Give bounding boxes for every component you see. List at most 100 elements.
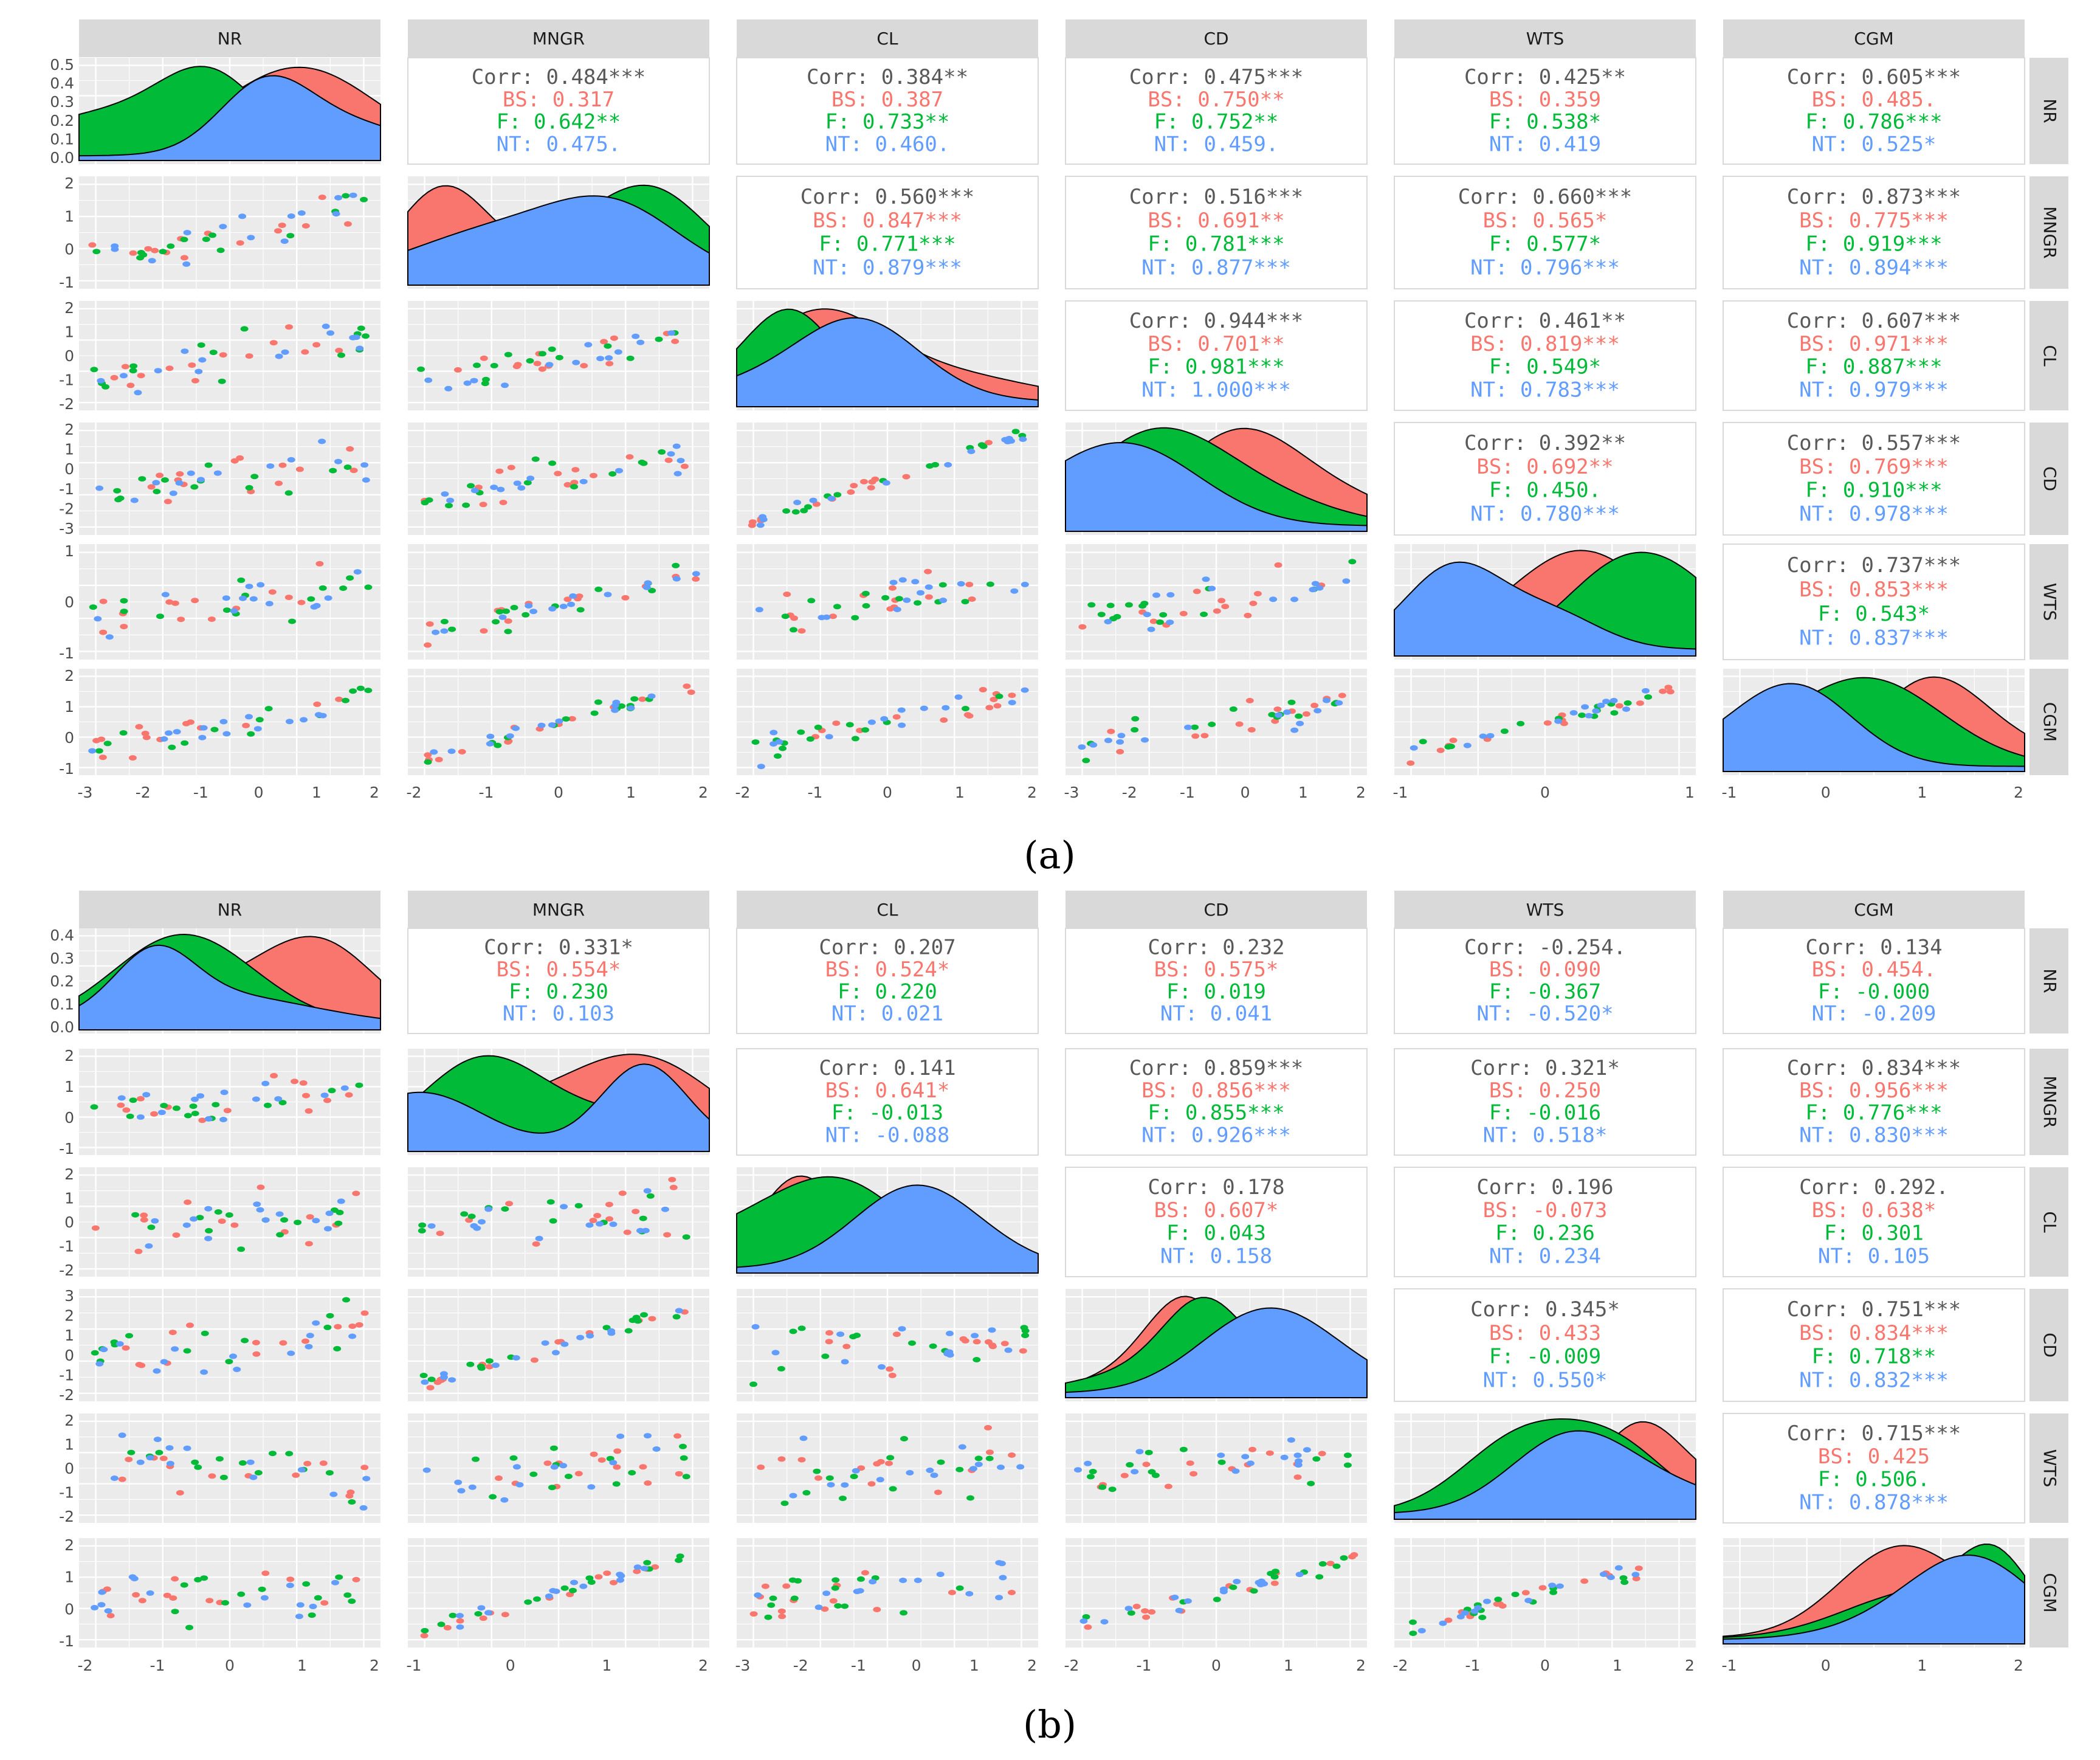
point-f-cd-nr [225, 1359, 233, 1365]
point-nt-cl-nr [275, 353, 283, 359]
point-f-wts-cd [1087, 602, 1096, 608]
x-tick-label: 1 [1917, 784, 1927, 801]
point-bs-cd-mngr [648, 1316, 656, 1322]
point-bs-cd-cl [1019, 1348, 1027, 1354]
point-bs-cd-nr [252, 1351, 261, 1357]
point-f-cgm-cl [767, 1602, 776, 1608]
density-nt-wts [1394, 1430, 1696, 1520]
corr-nt-text: NT: 0.894*** [1799, 256, 1949, 280]
point-bs-wts-cl [885, 1460, 893, 1466]
point-f-cgm-cd [1340, 1555, 1348, 1561]
point-nt-wts-mngr [559, 604, 568, 609]
point-f-cl-mngr [682, 1234, 690, 1240]
point-bs-cgm-wts [1444, 1617, 1453, 1623]
point-nt-cgm-cl [775, 739, 783, 745]
point-nt-cgm-cd [1335, 700, 1343, 706]
point-nt-mngr-nr [142, 1092, 151, 1098]
corr-bs-text: BS: 0.554* [497, 958, 621, 982]
corr-corr-text: Corr: 0.475*** [1129, 65, 1304, 89]
point-f-cgm-wts [1516, 720, 1525, 726]
corr-panel-bg [1065, 1167, 1368, 1277]
point-nt-cl-mngr [535, 1235, 543, 1241]
point-f-cgm-nr [349, 688, 357, 694]
panel-wts-nr [79, 1413, 380, 1523]
x-tick-label: 1 [1613, 1657, 1622, 1674]
point-f-cgm-nr [185, 1624, 193, 1631]
panel-cl-cd: Corr: 0.944***BS: 0.701**F: 0.981***NT: … [1065, 300, 1368, 411]
point-f-cgm-cl [806, 736, 814, 742]
corr-f-text: F: 0.506. [1818, 1468, 1930, 1492]
point-f-wts-mngr [509, 1455, 518, 1461]
point-nt-cl-mngr [560, 1204, 568, 1210]
point-bs-wts-cl [888, 585, 897, 591]
point-f-cl-nr [196, 1215, 204, 1221]
point-nt-wts-cl [958, 1444, 966, 1450]
point-nt-cgm-cl [999, 1575, 1007, 1581]
point-bs-cd-cl [902, 474, 911, 480]
point-f-cgm-mngr [643, 1559, 652, 1565]
point-nt-wts-cl [997, 1465, 1005, 1470]
point-nt-wts-cd [1241, 1454, 1250, 1460]
panel-cd-nr [79, 1289, 380, 1401]
y-tick-label: -1 [59, 1484, 74, 1502]
corr-nt-text: NT: 0.525* [1812, 132, 1936, 156]
point-nt-cl-mngr [478, 1219, 486, 1225]
y-tick-label: 3 [64, 1287, 74, 1305]
point-f-cd-cl [821, 1353, 830, 1359]
point-nt-cgm-mngr [545, 1593, 553, 1599]
point-bs-cgm-mngr [594, 1574, 603, 1580]
point-nt-cd-mngr [615, 468, 623, 474]
point-nt-cgm-nr [331, 1579, 339, 1586]
point-f-cgm-mngr [494, 742, 502, 748]
corr-nt-text: NT: 0.979*** [1799, 378, 1949, 402]
point-f-wts-mngr [594, 586, 603, 592]
corr-nt-text: NT: 0.780*** [1470, 502, 1620, 526]
density-nt-nr [78, 944, 381, 1030]
point-bs-mngr-nr [144, 246, 153, 252]
corr-nt-text: NT: -0.209 [1812, 1002, 1936, 1026]
point-bs-cgm-nr [135, 723, 143, 730]
point-nt-mngr-nr [280, 238, 289, 244]
point-nt-cl-mngr [596, 356, 605, 362]
point-nt-wts-cd [1295, 1458, 1303, 1464]
point-nt-wts-cl [789, 1493, 797, 1499]
point-bs-wts-cd [1120, 1472, 1129, 1479]
point-nt-cd-cl [836, 1331, 845, 1337]
point-bs-mngr-nr [136, 1096, 145, 1102]
panel-cd-cl [737, 1289, 1038, 1401]
point-nt-cgm-cl [914, 1578, 922, 1583]
point-nt-cgm-cd [1290, 727, 1299, 733]
point-bs-cgm-nr [242, 722, 250, 728]
point-nt-wts-mngr [468, 1484, 477, 1490]
point-nt-wts-nr [359, 1505, 368, 1511]
x-tick-label: 1 [1917, 1657, 1927, 1674]
point-bs-cl-nr [110, 374, 119, 381]
panel-cl-mngr [408, 1167, 709, 1277]
corr-bs-text: BS: 0.692** [1476, 455, 1613, 479]
point-f-wts-cd [1098, 1484, 1107, 1490]
corr-bs-text: BS: 0.847*** [813, 209, 962, 233]
point-nt-cgm-cl [942, 705, 950, 711]
point-f-cl-mngr [548, 346, 556, 352]
point-nt-wts-mngr [432, 629, 440, 635]
point-nt-cl-mngr [636, 339, 645, 345]
point-nt-cgm-cl [995, 1560, 1004, 1565]
corr-nt-text: NT: 0.877*** [1141, 256, 1291, 280]
corr-nt-text: NT: 0.978*** [1799, 502, 1949, 526]
point-bs-cd-cl [973, 1339, 981, 1345]
point-bs-cd-mngr [571, 467, 580, 473]
y-tick-label: 0.0 [50, 149, 74, 167]
point-f-wts-cl [914, 600, 922, 606]
point-nt-cd-mngr [441, 491, 449, 497]
point-nt-wts-cl [841, 1482, 849, 1488]
row-strip [2029, 1167, 2068, 1277]
y-tick-label: 0.0 [50, 1018, 74, 1036]
point-bs-cl-nr [245, 353, 253, 359]
x-tick-label: 0 [912, 1657, 921, 1674]
corr-panel-bg [1394, 928, 1696, 1034]
x-tick-label: -3 [735, 1657, 751, 1674]
corr-panel-bg [1723, 300, 2025, 411]
point-nt-mngr-nr [252, 1096, 260, 1102]
